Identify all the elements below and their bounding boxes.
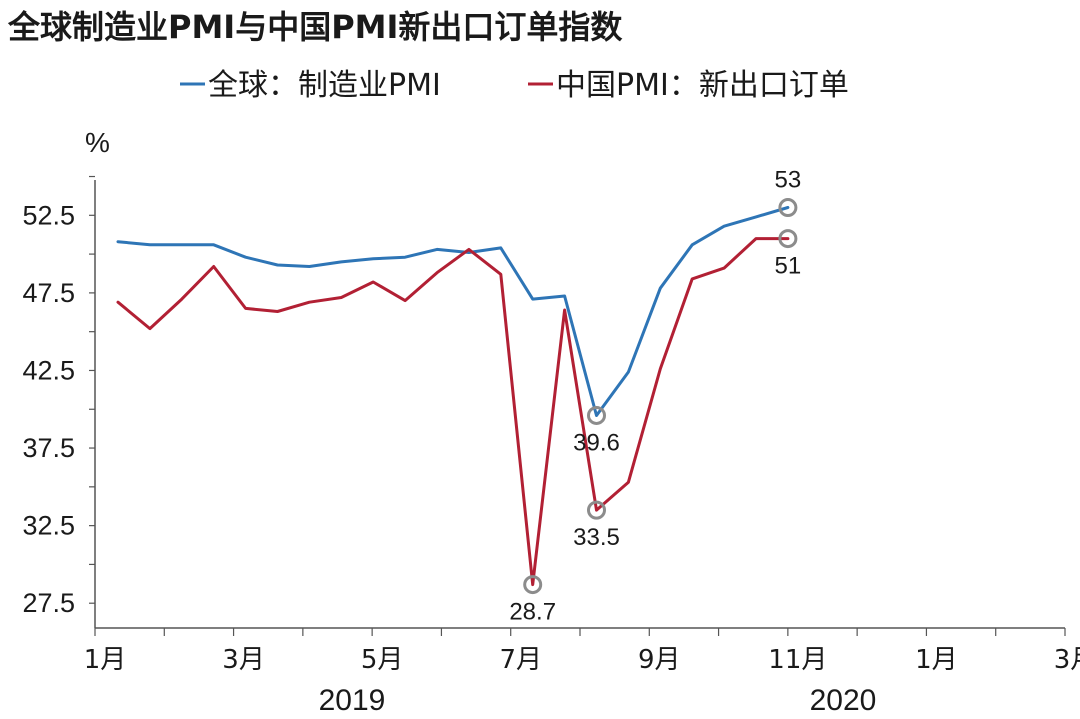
- annotation-marker: [523, 575, 543, 595]
- y-tick-label: 37.5: [22, 433, 75, 463]
- annotation-marker: [778, 198, 798, 218]
- chart-title: 全球制造业PMI与中国PMI新出口订单指数: [7, 8, 623, 46]
- x-tick-label: 9月: [638, 645, 681, 675]
- x-tick-label: 3月: [222, 645, 265, 675]
- y-ticks: 27.5 32.5 37.5 42.5 47.5 52.5: [22, 175, 95, 618]
- x-ticks: 1月3月5月7月9月11月1月3月5月7月9月11月: [84, 628, 1080, 675]
- year-labels: 2019 2020: [319, 684, 877, 717]
- annotation-label: 53: [775, 167, 802, 194]
- annotation-label: 28.7: [509, 599, 556, 626]
- annotation-label: 51: [775, 253, 802, 280]
- series-line-global-pmi: [116, 206, 790, 417]
- y-axis-unit: %: [85, 127, 110, 158]
- y-tick-label: 27.5: [22, 588, 75, 618]
- legend-label-china: 中国PMI：新出口订单: [556, 68, 849, 103]
- annotation-marker: [587, 500, 606, 520]
- y-tick-label: 32.5: [22, 511, 75, 541]
- x-tick-label: 1月: [915, 645, 958, 675]
- annotation-label: 33.5: [573, 524, 620, 551]
- legend: 全球：制造业PMI 中国PMI：新出口订单: [180, 68, 849, 103]
- legend-label-global: 全球：制造业PMI: [208, 68, 441, 103]
- series-line-china-export-orders: [116, 237, 790, 587]
- year-label: 2020: [810, 684, 877, 717]
- annotations: 39.6 53 28.7 33.5 51: [509, 167, 801, 626]
- annotation-marker: [587, 405, 606, 425]
- x-tick-label: 5月: [361, 645, 404, 675]
- annotation-label: 39.6: [573, 429, 620, 456]
- x-tick-label: 7月: [499, 645, 542, 675]
- series-lines: [116, 206, 790, 587]
- x-tick-label: 11月: [768, 645, 827, 675]
- y-tick-label: 47.5: [22, 278, 75, 308]
- annotation-marker: [778, 229, 798, 249]
- year-label: 2019: [319, 684, 386, 717]
- x-tick-label: 1月: [84, 645, 127, 675]
- y-tick-label: 42.5: [22, 355, 75, 385]
- x-tick-label: 3月: [1054, 645, 1080, 675]
- y-tick-label: 52.5: [22, 200, 75, 230]
